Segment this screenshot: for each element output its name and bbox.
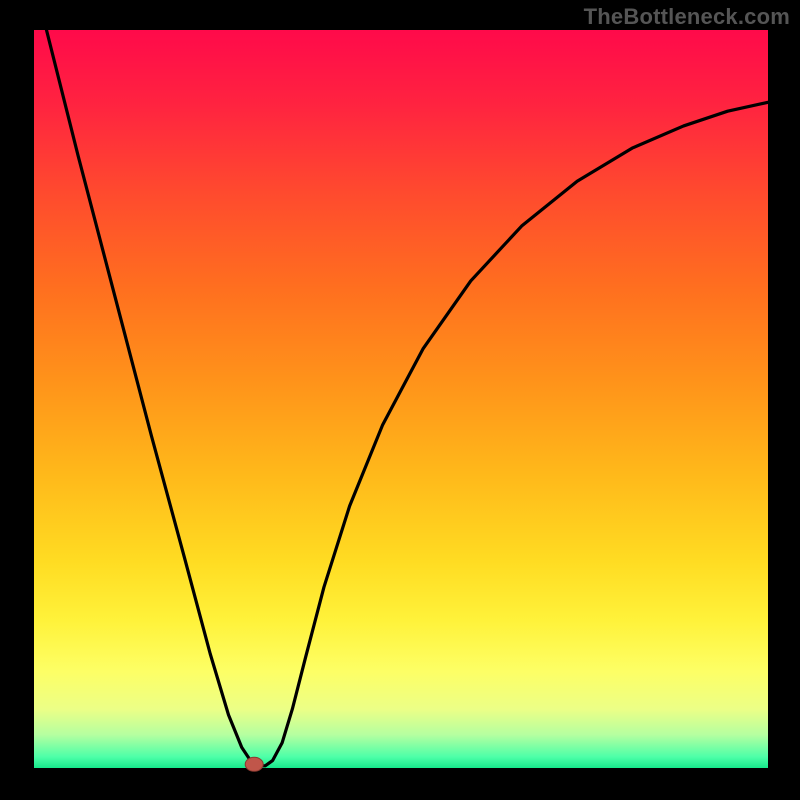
optimum-marker: [245, 757, 263, 771]
watermark-text: TheBottleneck.com: [584, 4, 790, 30]
gradient-plot-area: [34, 30, 768, 768]
bottleneck-chart: [0, 0, 800, 800]
